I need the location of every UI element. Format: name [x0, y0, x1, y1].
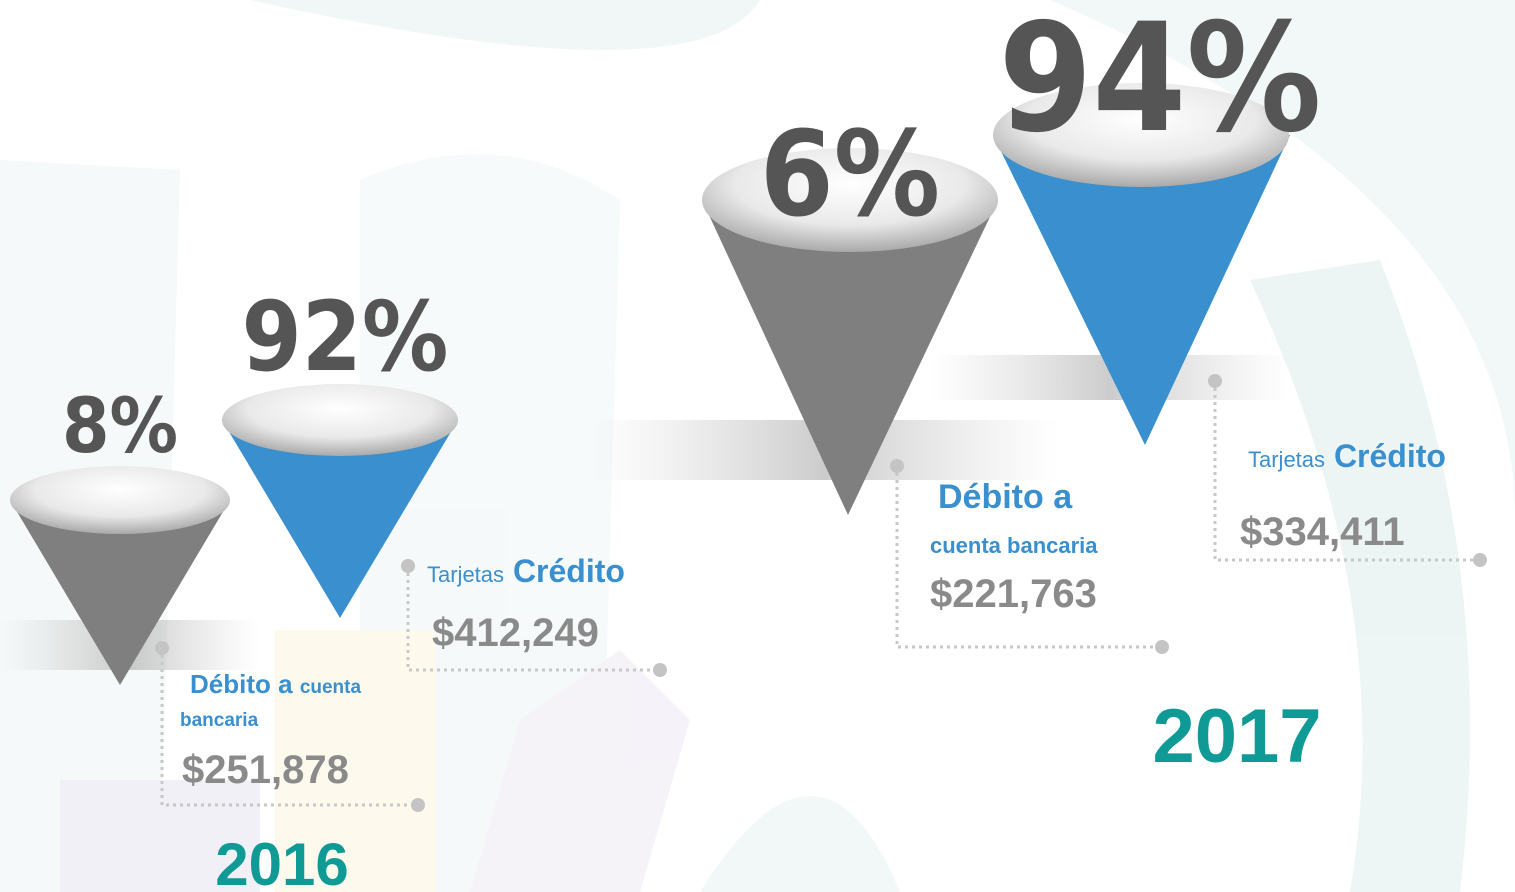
percent: 92%	[242, 281, 449, 393]
percent: 8%	[62, 381, 178, 470]
cone	[222, 420, 458, 618]
cone	[993, 135, 1290, 445]
percent: 6%	[760, 105, 940, 243]
label: Débito a cuenta	[190, 669, 361, 699]
amount: $251,878	[182, 748, 349, 792]
label: bancaria	[180, 710, 259, 731]
amount: $334,411	[1240, 510, 1405, 554]
label: Débito a	[938, 478, 1073, 516]
amount: $221,763	[930, 572, 1097, 616]
label-text: cuenta	[300, 677, 362, 698]
cone	[702, 200, 998, 515]
year: 2016	[215, 831, 348, 892]
label-text: Tarjetas	[427, 562, 504, 587]
cone-top	[993, 83, 1289, 187]
label-text: Crédito	[1334, 438, 1446, 474]
label-text: Débito a	[190, 669, 293, 699]
label-text: Tarjetas	[1248, 447, 1325, 472]
label: Tarjetas Crédito	[427, 553, 625, 589]
cone-top	[222, 384, 458, 456]
cone-top	[10, 466, 230, 534]
connectors	[155, 374, 1487, 812]
label: cuenta bancaria	[930, 533, 1098, 558]
label: Tarjetas Crédito	[1248, 438, 1446, 474]
cone	[10, 500, 230, 685]
percent: 94%	[999, 0, 1322, 166]
label-text: Crédito	[513, 553, 625, 589]
amount: $412,249	[432, 611, 599, 655]
cones	[10, 83, 1290, 685]
year: 2017	[1152, 694, 1321, 779]
cone-top	[702, 148, 998, 252]
